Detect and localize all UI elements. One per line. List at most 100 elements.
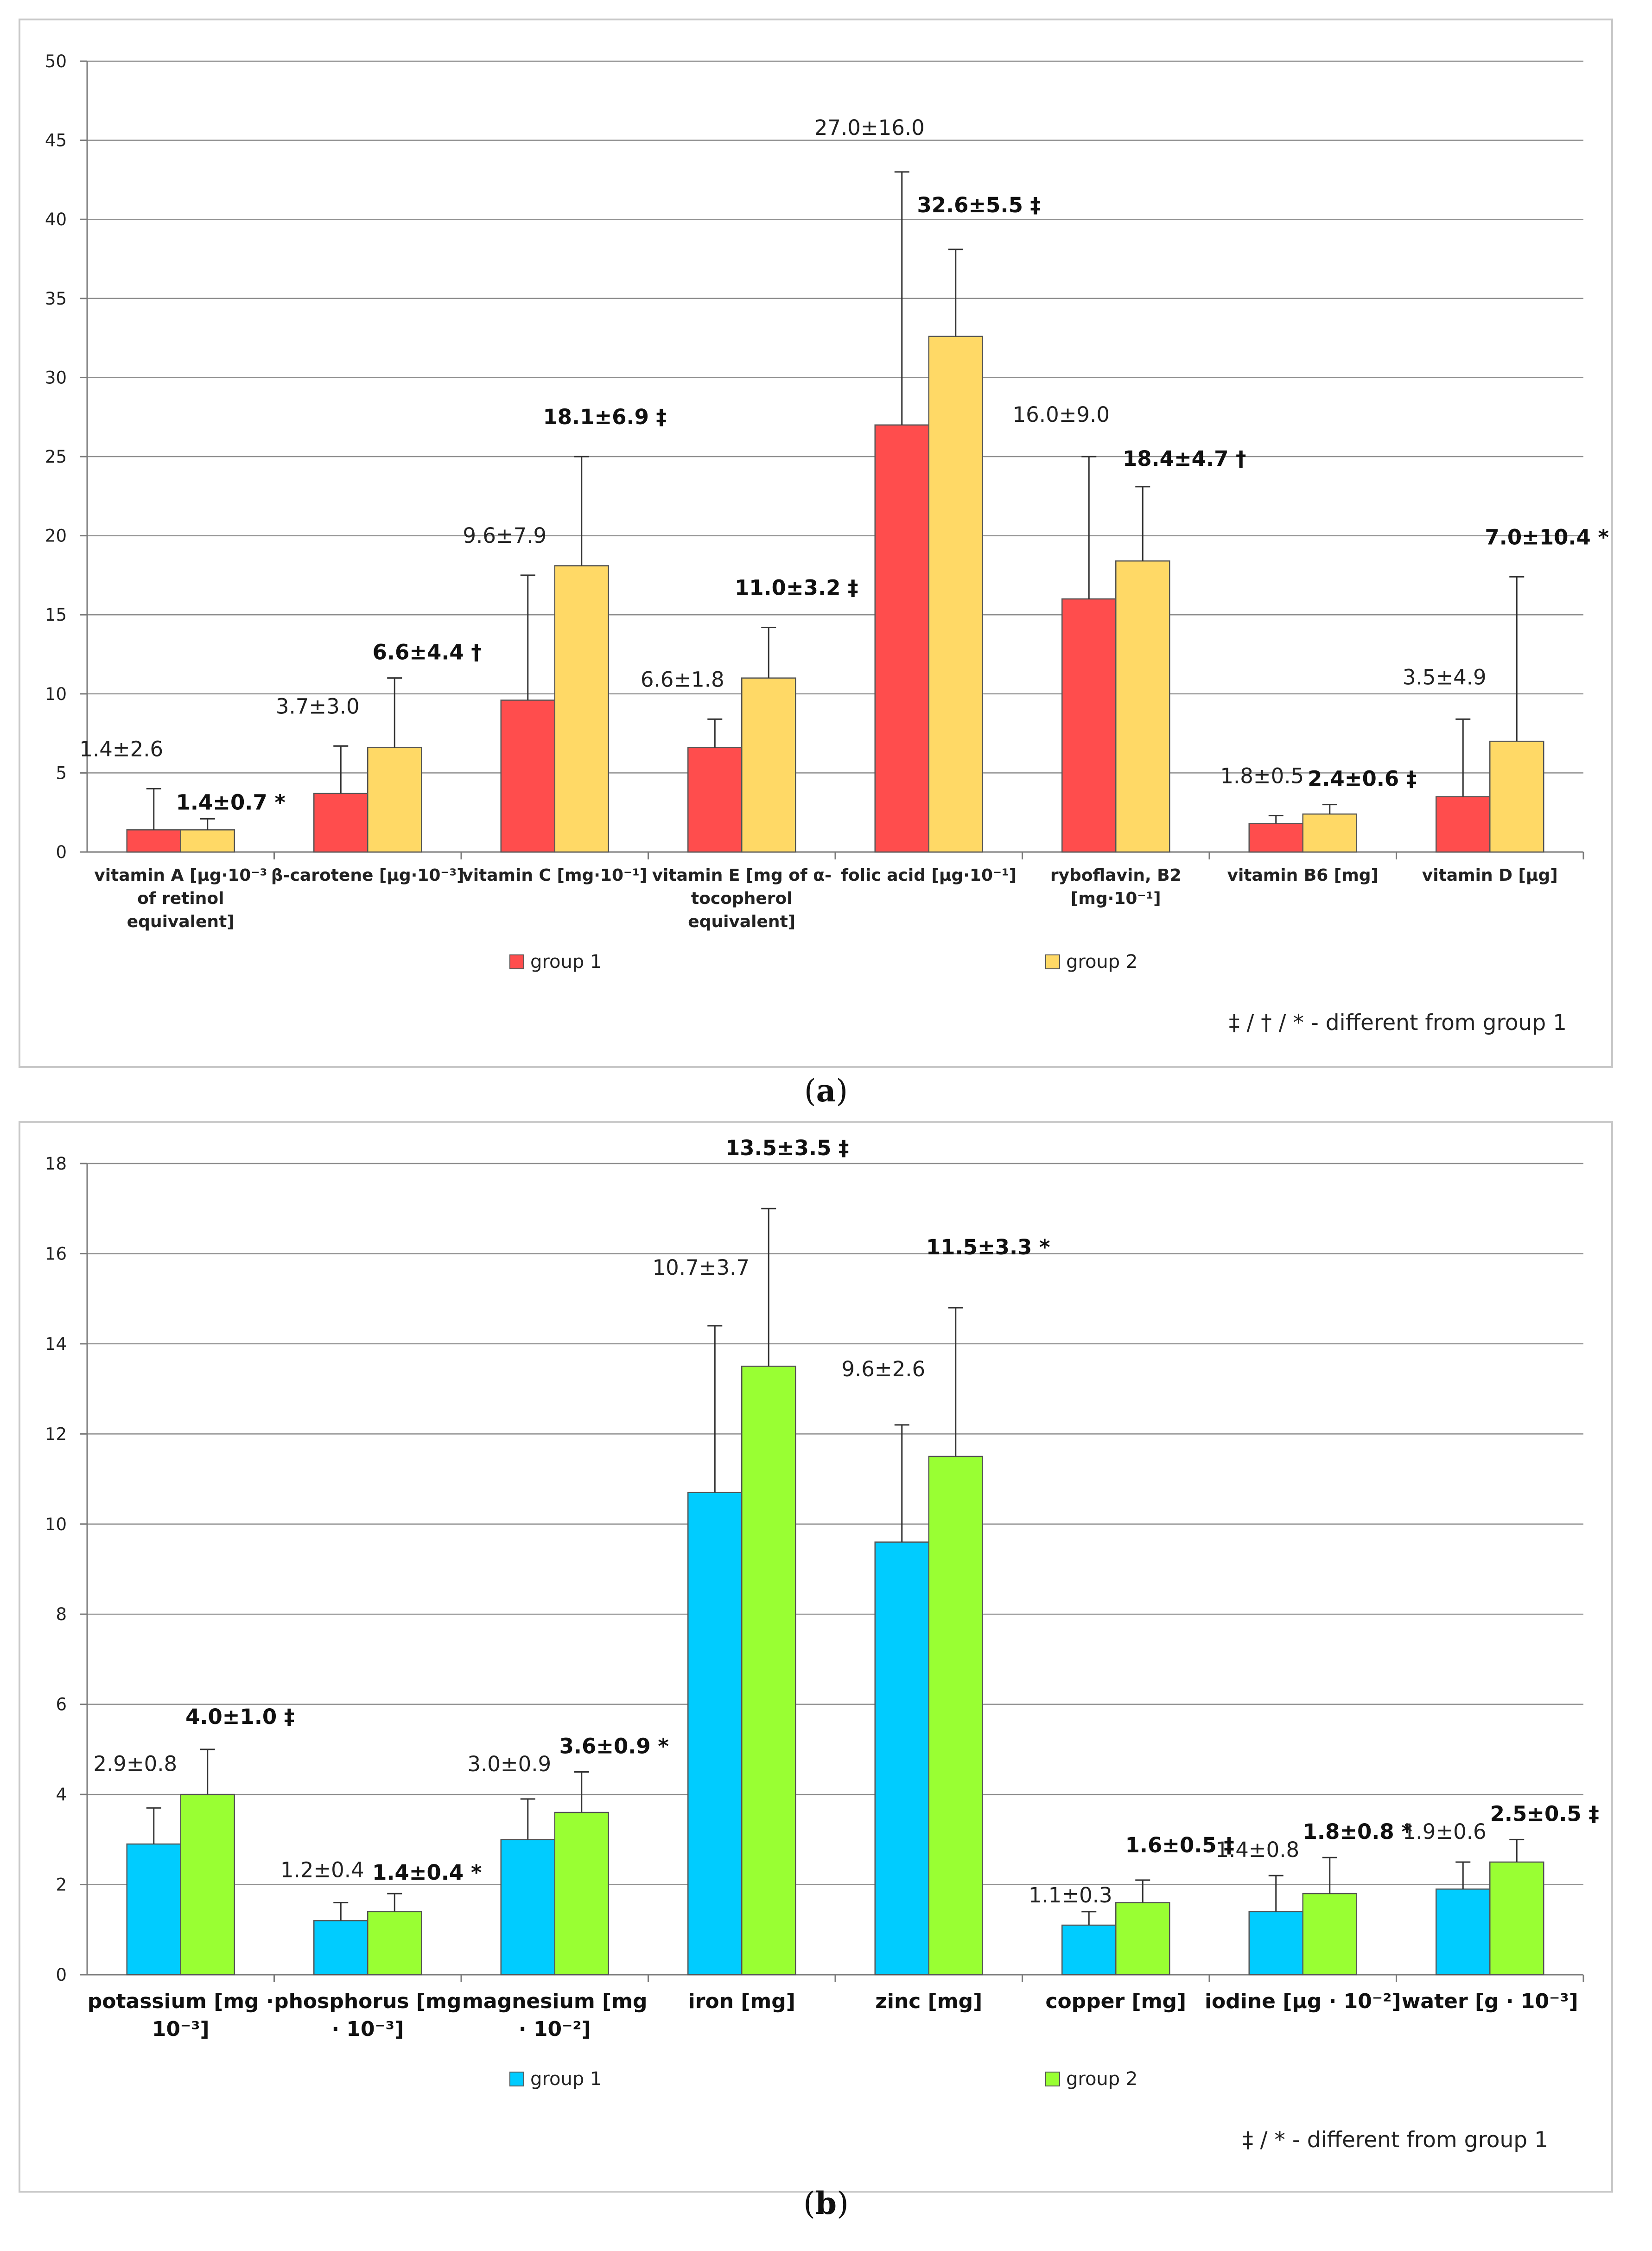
data-label: 27.0±16.0 — [814, 115, 925, 140]
data-label: 3.6±0.9 * — [559, 1734, 669, 1759]
category-label: water [g · 10⁻³] — [1402, 1990, 1578, 2013]
y-tick-label: 20 — [45, 526, 67, 546]
y-tick-label: 16 — [45, 1244, 67, 1264]
data-label: 9.6±2.6 — [841, 1357, 925, 1381]
bar-1 — [1061, 1924, 1117, 1976]
y-tick-label: 10 — [45, 1514, 67, 1534]
bar-2 — [1489, 1861, 1544, 1976]
legend-a: group 1 group 2 — [509, 951, 1137, 973]
y-tick-label: 8 — [56, 1604, 67, 1624]
panel-caption-b: (b) — [803, 2185, 849, 2221]
bar-1 — [313, 793, 369, 853]
data-label: 1.4±2.6 — [79, 737, 163, 762]
bar-1 — [687, 1492, 743, 1976]
y-tick-label: 10 — [45, 684, 67, 704]
bar-1 — [1061, 598, 1117, 853]
caption-paren: ( — [804, 1073, 816, 1109]
category-label: folic acid [µg·10⁻¹] — [841, 866, 1017, 885]
y-tick-label: 40 — [45, 210, 67, 229]
bars-a: 1.4±2.6 1.4±0.7 * 3.7±3.0 6.6±4.4 † 9.6±7.9 1… — [79, 115, 1609, 853]
category-label: vitamin B6 [mg] — [1227, 866, 1379, 885]
category-label: ryboflavin, B2 [mg·10⁻¹] — [1050, 866, 1182, 908]
legend-label: group 1 — [530, 951, 602, 973]
caption-letter: a — [816, 1073, 836, 1109]
caption-paren: ( — [803, 2186, 815, 2221]
chart-a: 0 5 10 15 20 25 30 35 40 45 50 1.4±2.6 1.4±0.7 * 3.7±… — [19, 19, 1613, 1068]
bar-1 — [126, 1843, 181, 1976]
bar-2 — [554, 1812, 609, 1976]
y-tick-label: 2 — [56, 1875, 67, 1895]
y-tick-label: 35 — [45, 289, 67, 309]
category-label-line: vitamin B6 [mg] — [1227, 866, 1379, 885]
data-label: 1.4±0.7 * — [176, 790, 286, 814]
legend-swatch — [509, 954, 524, 969]
category-label: β-carotene [µg·10⁻³] — [271, 866, 464, 885]
y-tick-label: 14 — [45, 1334, 67, 1354]
category-label-line: zinc [mg] — [875, 1990, 982, 2013]
category-label: vitamin D [µg] — [1422, 866, 1558, 885]
bar-1 — [1436, 796, 1491, 853]
y-tick-label: 0 — [56, 842, 67, 862]
bar-1 — [1248, 823, 1303, 853]
y-tick-label: 12 — [45, 1424, 67, 1444]
bar-1 — [313, 1920, 369, 1976]
data-label: 1.9±0.6 — [1403, 1819, 1487, 1844]
chart-b: 0 2 4 6 8 10 12 14 16 18 2.9±0.8 4.0±1.0 ‡ 1.2±0.4 1.… — [19, 1121, 1613, 2193]
data-label: 11.5±3.3 * — [926, 1235, 1050, 1259]
y-tick-label: 25 — [45, 447, 67, 467]
bar-2 — [928, 336, 983, 853]
y-axis-a: 0 5 10 15 20 25 30 35 40 45 50 — [45, 51, 1583, 862]
y-tick-label: 15 — [45, 605, 67, 625]
bar-1 — [874, 1541, 929, 1976]
bar-2 — [741, 677, 796, 853]
data-label: 2.5±0.5 ‡ — [1490, 1801, 1599, 1826]
category-label-line: · 10⁻²] — [519, 2017, 591, 2041]
bar-1 — [1248, 1911, 1303, 1976]
category-label: potassium [mg · 10⁻³] — [88, 1990, 274, 2041]
footnote: ‡ / † / * - different from group 1 — [1229, 1010, 1567, 1036]
category-label-line: equivalent] — [688, 912, 795, 931]
category-label: phosphorus [mg · 10⁻³] — [274, 1990, 461, 2041]
data-label: 1.8±0.5 — [1220, 764, 1304, 788]
bar-2 — [554, 565, 609, 853]
data-label: 1.2±0.4 — [280, 1857, 364, 1882]
bar-1 — [874, 424, 929, 853]
bar-2 — [1302, 1893, 1357, 1976]
category-label: vitamin A [µg·10⁻³ of retinol equivalent] — [94, 866, 267, 931]
category-label-line: folic acid [µg·10⁻¹] — [841, 866, 1017, 885]
data-label: 9.6±7.9 — [463, 523, 546, 548]
data-label: 3.5±4.9 — [1403, 665, 1487, 689]
bar-2 — [367, 1911, 422, 1976]
category-label-line: iodine [µg · 10⁻²] — [1205, 1990, 1401, 2013]
bar-2 — [367, 747, 422, 853]
legend-swatch — [509, 2072, 524, 2086]
category-label-line: [mg·10⁻¹] — [1071, 889, 1161, 908]
data-label: 1.1±0.3 — [1029, 1883, 1112, 1908]
category-label-line: potassium [mg · — [88, 1990, 274, 2013]
data-label: 10.7±3.7 — [653, 1255, 750, 1280]
bar-2 — [180, 829, 235, 853]
legend-swatch — [1045, 954, 1060, 969]
category-label: vitamin C [mg·10⁻¹] — [462, 866, 647, 885]
category-label-line: water [g · 10⁻³] — [1402, 1990, 1578, 2013]
bar-2 — [741, 1366, 796, 1976]
y-tick-label: 30 — [45, 368, 67, 388]
y-tick-label: 6 — [56, 1695, 67, 1715]
category-label-line: ryboflavin, B2 — [1050, 866, 1182, 885]
category-label-line: copper [mg] — [1045, 1990, 1186, 2013]
category-label-line: vitamin E [mg of α- — [652, 866, 832, 885]
legend-label: group 2 — [1066, 2068, 1137, 2090]
data-label: 3.0±0.9 — [467, 1752, 551, 1776]
data-label: 32.6±5.5 ‡ — [917, 193, 1041, 217]
bar-2 — [928, 1456, 983, 1976]
data-label: 11.0±3.2 ‡ — [735, 575, 858, 600]
category-label: copper [mg] — [1045, 1990, 1186, 2013]
data-label: 4.0±1.0 ‡ — [185, 1704, 294, 1729]
y-tick-label: 45 — [45, 131, 67, 151]
data-label: 1.8±0.8 * — [1303, 1819, 1412, 1844]
category-label-line: iron [mg] — [688, 1990, 795, 2013]
legend-swatch — [1045, 2072, 1060, 2086]
data-label: 6.6±1.8 — [641, 667, 724, 692]
y-tick-label: 50 — [45, 51, 67, 71]
